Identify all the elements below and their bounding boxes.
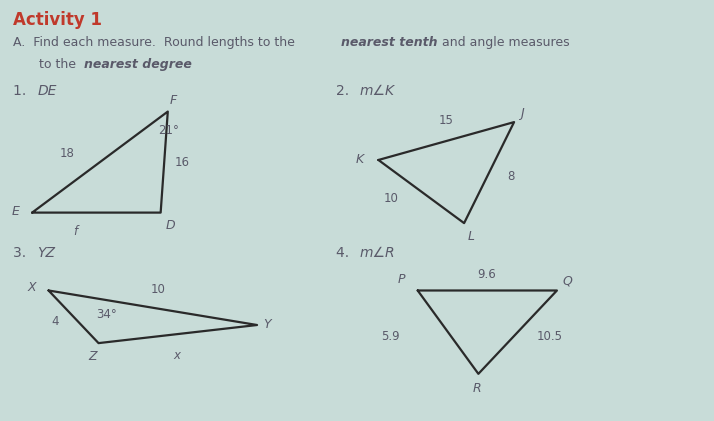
- Text: f: f: [73, 225, 77, 238]
- Text: 10: 10: [383, 192, 398, 205]
- Text: nearest degree: nearest degree: [84, 58, 192, 71]
- Text: Y: Y: [263, 318, 271, 331]
- Text: 10.5: 10.5: [537, 330, 563, 343]
- Text: and angle measures: and angle measures: [438, 36, 570, 49]
- Text: D: D: [166, 219, 175, 232]
- Text: 21°: 21°: [159, 124, 179, 137]
- Text: 18: 18: [60, 147, 75, 160]
- Text: P: P: [398, 273, 406, 286]
- Text: YZ: YZ: [37, 246, 55, 260]
- Text: F: F: [170, 94, 177, 107]
- Text: 4: 4: [51, 315, 59, 328]
- Text: to the: to the: [39, 58, 80, 71]
- Text: 5.9: 5.9: [381, 330, 400, 343]
- Text: 8: 8: [507, 171, 514, 183]
- Text: .: .: [187, 58, 191, 71]
- Text: X: X: [27, 281, 36, 293]
- Text: 2.: 2.: [336, 84, 358, 98]
- Text: R: R: [473, 382, 481, 395]
- Text: 16: 16: [175, 156, 190, 168]
- Text: 9.6: 9.6: [478, 268, 496, 281]
- Text: K: K: [356, 153, 364, 165]
- Text: x: x: [174, 349, 181, 362]
- Text: A.  Find each measure.  Round lengths to the: A. Find each measure. Round lengths to t…: [13, 36, 298, 49]
- Text: J: J: [520, 107, 523, 120]
- Text: DE: DE: [37, 84, 56, 98]
- Text: 3.: 3.: [13, 246, 35, 260]
- Text: nearest tenth: nearest tenth: [341, 36, 438, 49]
- Text: Q: Q: [563, 274, 573, 287]
- Text: 34°: 34°: [96, 308, 117, 321]
- Text: 1.: 1.: [13, 84, 35, 98]
- Text: m∠R: m∠R: [360, 246, 396, 260]
- Text: L: L: [468, 230, 475, 243]
- Text: E: E: [12, 205, 20, 218]
- Text: m∠K: m∠K: [360, 84, 395, 98]
- Text: 4.: 4.: [336, 246, 358, 260]
- Text: 15: 15: [439, 114, 453, 127]
- Text: Activity 1: Activity 1: [13, 11, 102, 29]
- Text: 10: 10: [151, 282, 166, 296]
- Text: Z: Z: [89, 350, 97, 363]
